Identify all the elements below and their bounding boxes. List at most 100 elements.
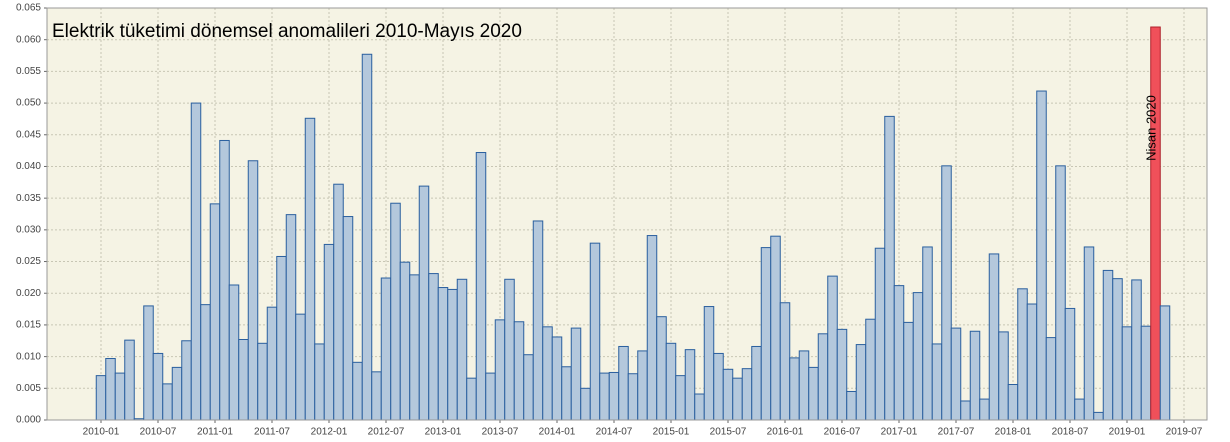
bar	[437, 287, 449, 421]
bar	[257, 342, 268, 421]
layer: 0.000 0.005 0.010 0.015 0.020 0.025 0.030 0.035…	[16, 3, 1207, 438]
bar	[865, 318, 876, 421]
bar	[817, 333, 829, 421]
bar	[570, 327, 582, 421]
bar	[637, 350, 648, 421]
bar	[627, 373, 639, 421]
bar	[789, 357, 800, 421]
y-tick-label: 0.065	[16, 3, 41, 14]
bar	[703, 306, 715, 421]
x-tick-label: 2010-01	[83, 427, 120, 438]
bar	[1093, 411, 1104, 421]
bar	[1083, 246, 1095, 421]
y-tick-label: 0.025	[16, 256, 41, 267]
x-tick-label: 2011-01	[197, 427, 233, 438]
bar	[855, 344, 867, 421]
bar	[143, 305, 154, 421]
x-tick-label: 2013-07	[482, 427, 519, 438]
y-tick-label: 0.005	[16, 383, 41, 394]
bar	[551, 336, 563, 421]
bar	[266, 306, 278, 421]
x-tick-label: 2017-07	[938, 427, 975, 438]
bar	[827, 275, 838, 421]
bar	[1121, 326, 1133, 421]
bar	[675, 375, 686, 421]
x-tick-label: 2016-01	[767, 427, 804, 438]
bar	[1064, 307, 1076, 421]
bar	[646, 235, 658, 421]
bar	[1102, 269, 1114, 421]
y-tick-label: 0.035	[16, 193, 41, 204]
bar	[513, 321, 525, 421]
x-tick-label: 2019-01	[1109, 427, 1146, 438]
bar	[532, 220, 544, 421]
bar	[608, 371, 620, 421]
bar	[380, 277, 392, 421]
bar	[941, 165, 952, 421]
bar	[1007, 384, 1019, 421]
bar	[162, 383, 173, 421]
bar	[200, 304, 211, 421]
bar	[314, 343, 325, 421]
bar	[542, 326, 553, 421]
bar	[1159, 305, 1171, 421]
y-tick-label: 0.015	[16, 320, 41, 331]
x-tick-label: 2014-07	[596, 427, 633, 438]
x-tick-label: 2011-07	[254, 427, 290, 438]
bar	[409, 274, 420, 421]
x-tick-label: 2018-01	[995, 427, 1032, 438]
bar	[760, 247, 772, 421]
bar	[504, 278, 515, 421]
y-tick-label: 0.055	[16, 66, 41, 77]
bar	[912, 292, 924, 421]
bar	[494, 319, 506, 421]
bar	[1112, 278, 1123, 421]
bar	[475, 152, 487, 421]
bar	[713, 352, 724, 421]
bar	[741, 368, 753, 421]
bar	[285, 214, 297, 421]
x-tick-label: 2014-01	[539, 427, 576, 438]
y-tick-label: 0.060	[16, 34, 41, 45]
bar	[665, 342, 677, 421]
bar	[589, 242, 601, 421]
bar	[969, 330, 981, 421]
bar	[428, 273, 439, 421]
bar	[456, 278, 468, 421]
bar	[599, 372, 610, 421]
bar	[209, 203, 221, 421]
bar	[1131, 279, 1142, 421]
bar	[323, 243, 335, 421]
bar	[124, 339, 135, 421]
bar	[190, 102, 202, 421]
bar	[418, 185, 430, 421]
bar	[1055, 165, 1066, 421]
bar	[95, 375, 107, 421]
y-tick-label: 0.030	[16, 224, 41, 235]
bar	[466, 377, 477, 421]
x-tick-label: 2019-07	[1166, 427, 1203, 438]
bar	[1045, 337, 1057, 421]
bar	[561, 366, 572, 421]
y-tick-label: 0.045	[16, 129, 41, 140]
bar	[931, 343, 943, 421]
bar	[399, 261, 411, 421]
bar	[171, 366, 183, 421]
bar	[238, 339, 249, 421]
x-tick-label: 2012-01	[311, 427, 348, 438]
bar	[694, 393, 705, 421]
bar	[618, 345, 629, 421]
bar	[903, 321, 914, 421]
bar	[770, 235, 781, 421]
bar	[342, 216, 354, 421]
bar	[884, 115, 895, 421]
x-tick-label: 2015-07	[710, 427, 747, 438]
bar	[950, 327, 962, 421]
bar	[523, 354, 534, 421]
annotation: Nisan 2020	[1143, 95, 1158, 161]
x-tick-label: 2012-07	[368, 427, 405, 438]
bar	[105, 358, 116, 421]
bar	[352, 361, 363, 421]
bar	[304, 117, 316, 421]
bar	[798, 350, 810, 421]
